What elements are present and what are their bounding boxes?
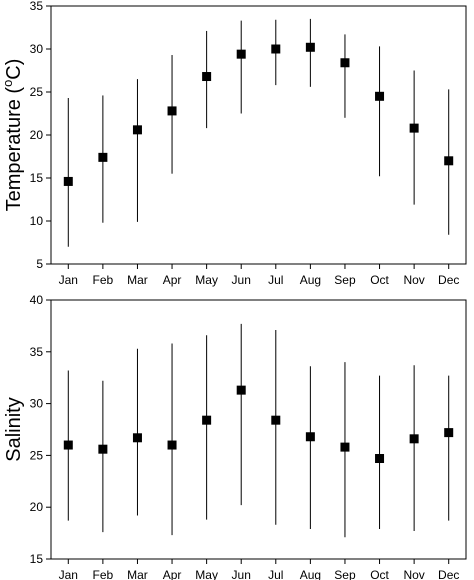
y-axis-title-main: Temperature ( — [3, 87, 25, 212]
x-tick-label: Jul — [268, 568, 283, 580]
x-tick-label: May — [195, 273, 218, 287]
x-tick-label: Dec — [438, 273, 459, 287]
data-point — [236, 49, 246, 59]
x-tick-label: Apr — [163, 273, 182, 287]
y-tick-label: 35 — [30, 345, 44, 359]
data-point — [202, 72, 212, 82]
data-point — [340, 58, 350, 68]
x-tick-label: Nov — [403, 273, 424, 287]
x-tick-label: Sep — [334, 273, 356, 287]
data-point — [63, 176, 73, 186]
data-point — [98, 444, 108, 454]
y-tick-label: 35 — [30, 0, 44, 13]
y-tick-label: 30 — [30, 42, 44, 56]
x-tick-label: May — [195, 568, 218, 580]
data-point — [375, 91, 385, 101]
x-tick-label: Jun — [232, 568, 251, 580]
plot-frame — [50, 299, 467, 560]
x-tick-label: Mar — [127, 273, 148, 287]
x-tick-label: Sep — [334, 568, 356, 580]
data-point — [132, 433, 142, 443]
x-tick-label: Nov — [403, 568, 424, 580]
data-point — [305, 432, 315, 442]
data-point — [63, 440, 73, 450]
y-tick-label: 30 — [30, 397, 44, 411]
data-point — [444, 428, 454, 438]
x-tick-label: Apr — [163, 568, 182, 580]
y-axis-title-tail: C) — [3, 59, 25, 80]
y-tick-label: 15 — [30, 552, 44, 566]
y-axis-title-superscript: o — [0, 80, 15, 87]
data-point — [340, 442, 350, 452]
data-point — [98, 152, 108, 162]
x-tick-label: Oct — [370, 568, 389, 580]
x-tick-label: Aug — [300, 273, 321, 287]
data-point — [202, 415, 212, 425]
y-tick-label: 25 — [30, 85, 44, 99]
data-point — [236, 385, 246, 395]
x-tick-label: Dec — [438, 568, 459, 580]
y-tick-label: 5 — [36, 257, 43, 271]
data-point — [409, 123, 419, 133]
y-tick-label: 20 — [30, 500, 44, 514]
data-point — [444, 156, 454, 166]
salinity-panel: 15 20 25 30 35 40 Jan Feb Mar Apr May Jun Jul Aug Sep O… — [3, 293, 467, 580]
x-tick-label: Aug — [300, 568, 321, 580]
x-tick-label: Jan — [59, 568, 78, 580]
y-axis-title: Salinity — [3, 397, 25, 461]
y-tick-label: 40 — [30, 293, 44, 307]
data-point — [167, 440, 177, 450]
x-tick-label: Oct — [370, 273, 389, 287]
y-tick-label: 10 — [30, 214, 44, 228]
x-tick-label: Jun — [232, 273, 251, 287]
x-tick-label: Mar — [127, 568, 148, 580]
data-point — [271, 44, 281, 54]
y-axis-title: Temperature (oC) — [0, 59, 25, 212]
temperature-panel: 5 10 15 20 25 30 35 Jan Feb Mar Apr May Jun Jul Aug Sep… — [0, 0, 467, 287]
data-point — [132, 125, 142, 135]
x-tick-label: Feb — [93, 273, 114, 287]
y-tick-label: 20 — [30, 128, 44, 142]
x-tick-label: Feb — [93, 568, 114, 580]
y-tick-label: 25 — [30, 448, 44, 462]
x-tick-label: Jul — [268, 273, 283, 287]
y-tick-label: 15 — [30, 171, 44, 185]
data-point — [271, 415, 281, 425]
data-point — [167, 106, 177, 116]
data-point — [305, 42, 315, 52]
data-point — [409, 434, 419, 444]
plot-frame — [50, 5, 467, 265]
data-point — [375, 454, 385, 464]
x-tick-label: Jan — [59, 273, 78, 287]
